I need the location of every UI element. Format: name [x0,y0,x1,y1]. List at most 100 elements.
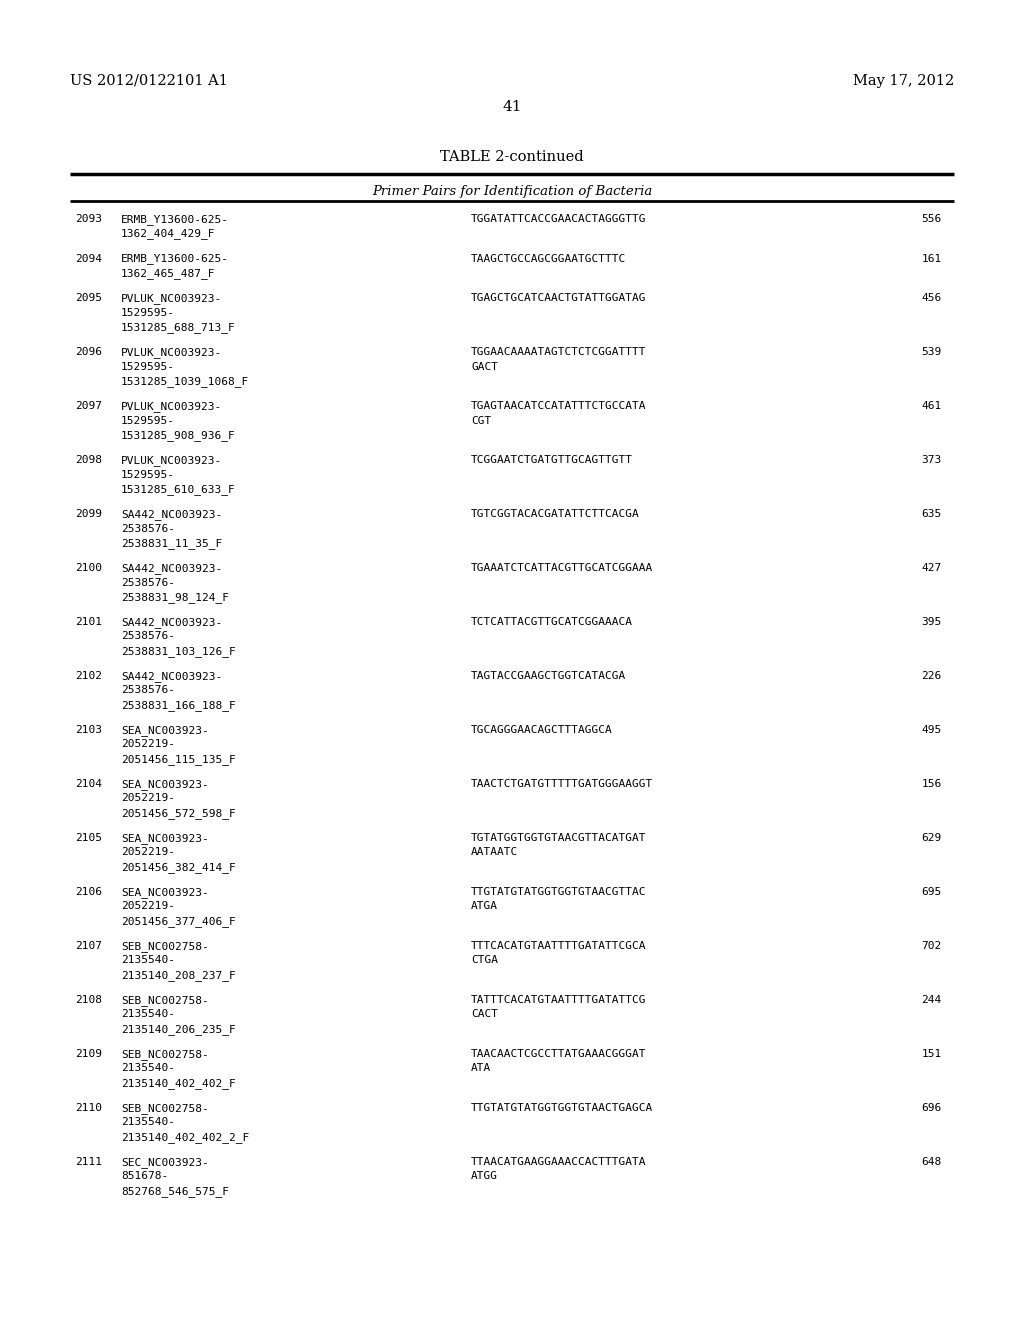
Text: TCTCATTACGTTGCATCGGAAACA: TCTCATTACGTTGCATCGGAAACA [471,618,633,627]
Text: GACT: GACT [471,362,498,371]
Text: 2538831_98_124_F: 2538831_98_124_F [121,591,228,603]
Text: TAAGCTGCCAGCGGAATGCTTTC: TAAGCTGCCAGCGGAATGCTTTC [471,253,627,264]
Text: 1531285_688_713_F: 1531285_688_713_F [121,322,236,333]
Text: 1529595-: 1529595- [121,416,175,425]
Text: SEB_NC002758-: SEB_NC002758- [121,995,209,1006]
Text: TGAGCTGCATCAACTGTATTGGATAG: TGAGCTGCATCAACTGTATTGGATAG [471,293,646,304]
Text: 2135140_208_237_F: 2135140_208_237_F [121,970,236,981]
Text: 2095: 2095 [75,293,101,304]
Text: 2097: 2097 [75,401,101,412]
Text: SEA_NC003923-: SEA_NC003923- [121,833,209,843]
Text: 2108: 2108 [75,995,101,1005]
Text: TAACTCTGATGTTTTTGATGGGAAGGT: TAACTCTGATGTTTTTGATGGGAAGGT [471,779,653,789]
Text: ATGA: ATGA [471,902,498,911]
Text: 2093: 2093 [75,214,101,224]
Text: 2135540-: 2135540- [121,1064,175,1073]
Text: 2135540-: 2135540- [121,956,175,965]
Text: 373: 373 [922,455,942,465]
Text: SEB_NC002758-: SEB_NC002758- [121,941,209,952]
Text: PVLUK_NC003923-: PVLUK_NC003923- [121,347,222,358]
Text: 2111: 2111 [75,1158,101,1167]
Text: TTAACATGAAGGAAACCACTTTGATA: TTAACATGAAGGAAACCACTTTGATA [471,1158,646,1167]
Text: 151: 151 [922,1049,942,1059]
Text: 2051456_115_135_F: 2051456_115_135_F [121,754,236,764]
Text: 2101: 2101 [75,618,101,627]
Text: 427: 427 [922,564,942,573]
Text: 1529595-: 1529595- [121,470,175,479]
Text: 2109: 2109 [75,1049,101,1059]
Text: SEC_NC003923-: SEC_NC003923- [121,1158,209,1168]
Text: TAGTACCGAAGCTGGTCATACGA: TAGTACCGAAGCTGGTCATACGA [471,672,627,681]
Text: TATTTCACATGTAATTTTGATATTCG: TATTTCACATGTAATTTTGATATTCG [471,995,646,1005]
Text: SEB_NC002758-: SEB_NC002758- [121,1049,209,1060]
Text: 2099: 2099 [75,510,101,519]
Text: TTTCACATGTAATTTTGATATTCGCA: TTTCACATGTAATTTTGATATTCGCA [471,941,646,952]
Text: 2538576-: 2538576- [121,578,175,587]
Text: SEA_NC003923-: SEA_NC003923- [121,887,209,898]
Text: 2135140_402_402_2_F: 2135140_402_402_2_F [121,1131,249,1143]
Text: 2094: 2094 [75,253,101,264]
Text: 41: 41 [502,100,522,115]
Text: 2100: 2100 [75,564,101,573]
Text: 2110: 2110 [75,1104,101,1113]
Text: ATGG: ATGG [471,1171,498,1181]
Text: 2135540-: 2135540- [121,1010,175,1019]
Text: 2538576-: 2538576- [121,524,175,533]
Text: 1531285_1039_1068_F: 1531285_1039_1068_F [121,376,249,387]
Text: 629: 629 [922,833,942,843]
Text: 2096: 2096 [75,347,101,358]
Text: 2135140_402_402_F: 2135140_402_402_F [121,1077,236,1089]
Text: US 2012/0122101 A1: US 2012/0122101 A1 [70,74,227,88]
Text: 2538576-: 2538576- [121,685,175,696]
Text: 2538831_103_126_F: 2538831_103_126_F [121,645,236,656]
Text: 226: 226 [922,672,942,681]
Text: 2135140_206_235_F: 2135140_206_235_F [121,1024,236,1035]
Text: 635: 635 [922,510,942,519]
Text: 2052219-: 2052219- [121,902,175,911]
Text: 2135540-: 2135540- [121,1118,175,1127]
Text: ATA: ATA [471,1064,492,1073]
Text: 2107: 2107 [75,941,101,952]
Text: 1529595-: 1529595- [121,308,175,318]
Text: TGGAACAAAATAGTCTCTCGGATTTT: TGGAACAAAATAGTCTCTCGGATTTT [471,347,646,358]
Text: 539: 539 [922,347,942,358]
Text: 2052219-: 2052219- [121,847,175,858]
Text: TTGTATGTATGGTGGTGTAACGTTAC: TTGTATGTATGGTGGTGTAACGTTAC [471,887,646,898]
Text: TABLE 2-continued: TABLE 2-continued [440,150,584,165]
Text: 456: 456 [922,293,942,304]
Text: 2105: 2105 [75,833,101,843]
Text: 695: 695 [922,887,942,898]
Text: 156: 156 [922,779,942,789]
Text: SEA_NC003923-: SEA_NC003923- [121,725,209,737]
Text: 1531285_908_936_F: 1531285_908_936_F [121,430,236,441]
Text: SEB_NC002758-: SEB_NC002758- [121,1104,209,1114]
Text: 1529595-: 1529595- [121,362,175,371]
Text: 852768_546_575_F: 852768_546_575_F [121,1185,228,1196]
Text: 244: 244 [922,995,942,1005]
Text: CGT: CGT [471,416,492,425]
Text: 851678-: 851678- [121,1171,168,1181]
Text: 2103: 2103 [75,725,101,735]
Text: 2051456_572_598_F: 2051456_572_598_F [121,808,236,818]
Text: TGCAGGGAACAGCTTTAGGCA: TGCAGGGAACAGCTTTAGGCA [471,725,612,735]
Text: TGTATGGTGGTGTAACGTTACATGAT: TGTATGGTGGTGTAACGTTACATGAT [471,833,646,843]
Text: SA442_NC003923-: SA442_NC003923- [121,618,222,628]
Text: 1362_404_429_F: 1362_404_429_F [121,228,215,239]
Text: 495: 495 [922,725,942,735]
Text: AATAATC: AATAATC [471,847,518,858]
Text: PVLUK_NC003923-: PVLUK_NC003923- [121,293,222,304]
Text: TGAAATCTCATTACGTTGCATCGGAAA: TGAAATCTCATTACGTTGCATCGGAAA [471,564,653,573]
Text: Primer Pairs for Identification of Bacteria: Primer Pairs for Identification of Bacte… [372,185,652,198]
Text: 2104: 2104 [75,779,101,789]
Text: 2538831_11_35_F: 2538831_11_35_F [121,537,222,549]
Text: TGAGTAACATCCATATTTCTGCCATA: TGAGTAACATCCATATTTCTGCCATA [471,401,646,412]
Text: ERMB_Y13600-625-: ERMB_Y13600-625- [121,214,228,224]
Text: 1362_465_487_F: 1362_465_487_F [121,268,215,279]
Text: TCGGAATCTGATGTTGCAGTTGTT: TCGGAATCTGATGTTGCAGTTGTT [471,455,633,465]
Text: 2051456_382_414_F: 2051456_382_414_F [121,862,236,873]
Text: 161: 161 [922,253,942,264]
Text: CACT: CACT [471,1010,498,1019]
Text: May 17, 2012: May 17, 2012 [853,74,954,88]
Text: 696: 696 [922,1104,942,1113]
Text: SA442_NC003923-: SA442_NC003923- [121,564,222,574]
